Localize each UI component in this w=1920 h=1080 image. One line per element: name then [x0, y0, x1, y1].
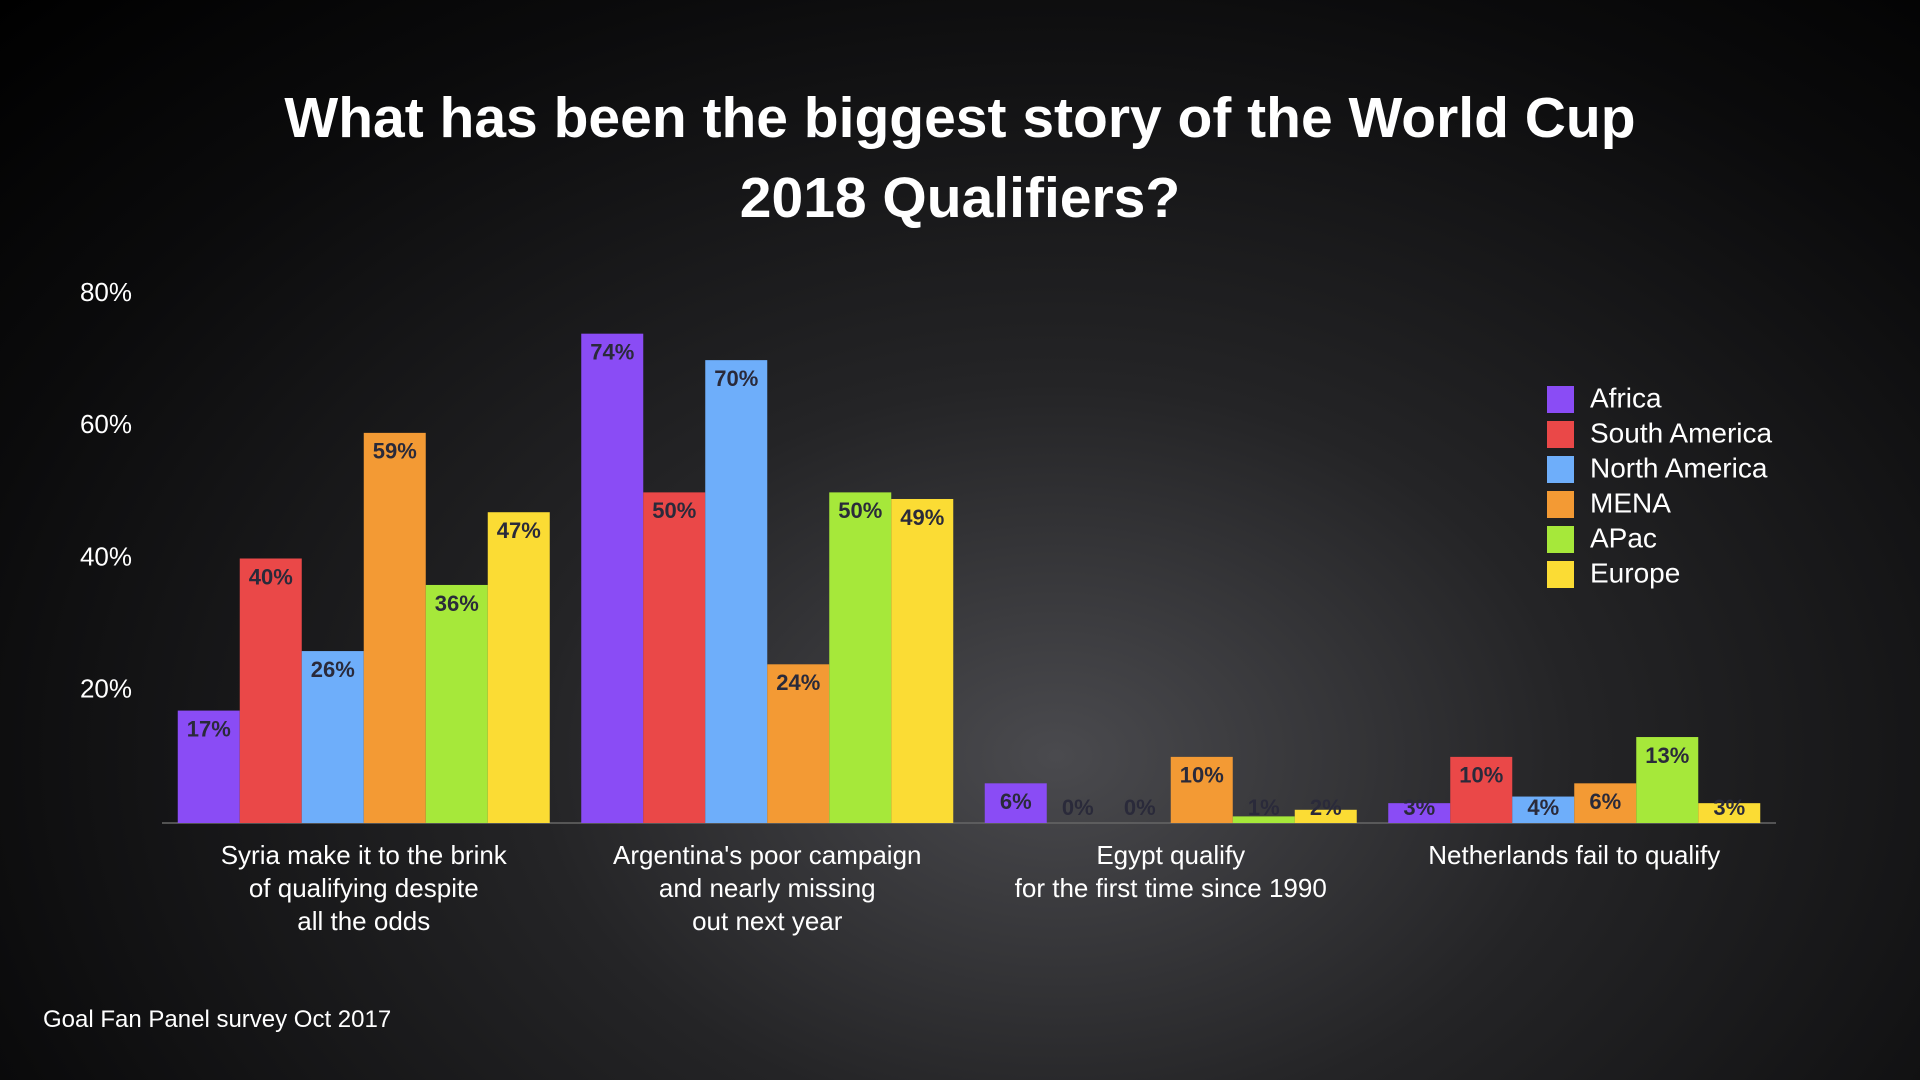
x-tick-label: Netherlands fail to qualify — [1428, 840, 1721, 870]
value-label: 26% — [311, 657, 355, 682]
bar — [643, 492, 706, 823]
bar — [1232, 816, 1295, 823]
value-label: 70% — [714, 366, 758, 391]
legend-label: MENA — [1590, 487, 1671, 518]
bar — [1170, 756, 1233, 823]
value-label: 36% — [435, 591, 479, 616]
y-tick-label: 80% — [80, 277, 132, 307]
bar — [301, 651, 364, 823]
bar — [1294, 809, 1357, 823]
legend-label: Africa — [1590, 382, 1662, 413]
legend-label: Europe — [1590, 557, 1680, 588]
bar — [1636, 737, 1699, 823]
legend-swatch — [1547, 386, 1574, 413]
value-label: 24% — [776, 670, 820, 695]
value-label: 50% — [838, 498, 882, 523]
bar — [425, 584, 488, 823]
legend-label: APac — [1590, 522, 1657, 553]
value-label: 40% — [249, 564, 293, 589]
bar — [1388, 803, 1451, 823]
bar — [1512, 796, 1575, 823]
value-label: 0% — [1062, 795, 1094, 820]
y-tick-label: 40% — [80, 541, 132, 571]
bar — [767, 664, 830, 823]
legend-swatch — [1547, 456, 1574, 483]
bar — [239, 558, 302, 823]
legend-swatch — [1547, 491, 1574, 518]
legend-label: South America — [1590, 417, 1773, 448]
bar — [487, 512, 550, 823]
bar — [1698, 803, 1761, 823]
value-label: 47% — [497, 518, 541, 543]
bar — [177, 710, 240, 823]
value-label: 74% — [590, 339, 634, 364]
value-label: 10% — [1459, 763, 1503, 788]
chart-title: What has been the biggest story of the W… — [284, 86, 1636, 230]
bar — [705, 360, 768, 823]
value-label: 4% — [1527, 795, 1559, 820]
y-tick-label: 60% — [80, 409, 132, 439]
value-label: 50% — [652, 498, 696, 523]
value-label: 6% — [1589, 789, 1621, 814]
value-label: 59% — [373, 439, 417, 464]
value-label: 49% — [900, 505, 944, 530]
legend-swatch — [1547, 526, 1574, 553]
value-label: 2% — [1310, 795, 1342, 820]
bar — [984, 783, 1047, 823]
value-label: 3% — [1713, 795, 1745, 820]
value-label: 3% — [1403, 795, 1435, 820]
x-tick-label: Argentina's poor campaign and nearly mis… — [613, 840, 922, 936]
bar — [363, 432, 426, 823]
legend-swatch — [1547, 421, 1574, 448]
legend-swatch — [1547, 561, 1574, 588]
value-label: 6% — [1000, 789, 1032, 814]
value-label: 17% — [187, 716, 231, 741]
value-label: 0% — [1124, 795, 1156, 820]
value-label: 1% — [1248, 795, 1280, 820]
x-tick-label: Syria make it to the brink of qualifying… — [220, 840, 507, 936]
value-label: 10% — [1180, 763, 1224, 788]
bar — [581, 333, 644, 823]
source-note: Goal Fan Panel survey Oct 2017 — [43, 1006, 392, 1033]
y-tick-label: 20% — [80, 674, 132, 704]
bar — [1574, 783, 1637, 823]
x-tick-label: Egypt qualify for the first time since 1… — [1014, 840, 1327, 903]
value-label: 13% — [1645, 743, 1689, 768]
bar — [891, 498, 954, 823]
legend-label: North America — [1590, 452, 1768, 483]
bar — [1450, 756, 1513, 823]
bar — [829, 492, 892, 823]
